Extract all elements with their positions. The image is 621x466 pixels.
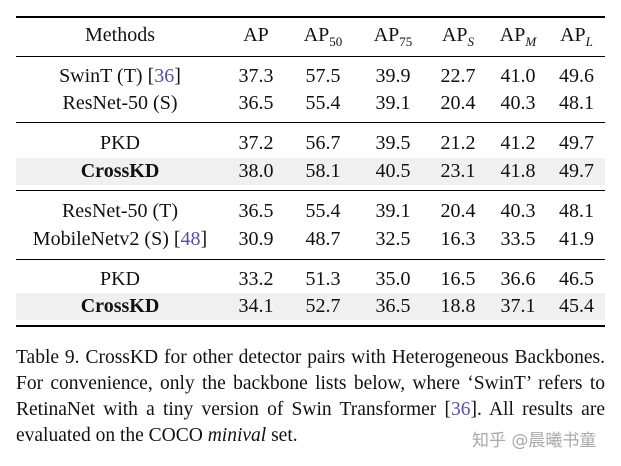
cell-ap50: 57.5 <box>305 65 341 87</box>
cell-ap75: 35.0 <box>375 268 411 290</box>
highlight-row-bg <box>16 293 605 320</box>
group-rule-3 <box>16 259 605 260</box>
cell-apm: 33.5 <box>500 228 536 250</box>
header-rule <box>16 56 605 57</box>
cell-ap50: 55.4 <box>305 92 341 114</box>
table-row: SwinT (T) [36] 37.3 57.5 39.9 22.7 41.0 … <box>16 63 605 90</box>
cell-ap75: 36.5 <box>375 295 411 317</box>
cell-ap75: 39.9 <box>375 65 411 87</box>
method-name: CrossKD <box>80 295 160 317</box>
table-row: PKD 37.2 56.7 39.5 21.2 41.2 49.7 <box>16 130 605 157</box>
table-row: ResNet-50 (S) 36.5 55.4 39.1 20.4 40.3 4… <box>16 90 605 117</box>
cell-ap: 34.1 <box>238 295 274 317</box>
header-aps: APS <box>441 24 475 49</box>
cell-aps: 21.2 <box>440 132 476 154</box>
method-name: ResNet-50 (T) <box>61 200 179 222</box>
cell-aps: 20.4 <box>440 200 476 222</box>
method-name: ResNet-50 (S) <box>62 92 178 114</box>
cell-apm: 40.3 <box>500 200 536 222</box>
header-ap: AP <box>243 24 269 46</box>
cell-apl: 48.1 <box>559 92 594 114</box>
cell-apm: 37.1 <box>500 295 536 317</box>
cell-ap50: 52.7 <box>305 295 341 317</box>
highlight-row-bg <box>16 158 605 185</box>
method-name: SwinT (T) [36] <box>59 65 181 87</box>
cell-apl: 48.1 <box>559 200 594 222</box>
cell-apl: 49.6 <box>559 65 594 87</box>
cell-apl: 49.7 <box>559 132 594 154</box>
cell-ap: 37.2 <box>238 132 274 154</box>
method-name: CrossKD <box>80 160 160 182</box>
top-rule <box>16 16 605 18</box>
cell-aps: 16.3 <box>440 228 476 250</box>
cell-ap50: 58.1 <box>305 160 341 182</box>
header-methods: Methods <box>85 24 155 46</box>
cell-apm: 41.8 <box>500 160 536 182</box>
cell-aps: 20.4 <box>440 92 476 114</box>
method-name: PKD <box>99 268 140 290</box>
group-rule-1 <box>16 122 605 123</box>
cell-apl: 45.4 <box>559 295 594 317</box>
cell-ap75: 32.5 <box>375 228 411 250</box>
header-apm: APM <box>499 24 537 49</box>
table-row: PKD 33.2 51.3 35.0 16.5 36.6 46.5 <box>16 266 605 293</box>
cell-apl: 41.9 <box>559 228 594 250</box>
table-row: MobileNetv2 (S) [48] 30.9 48.7 32.5 16.3… <box>16 226 605 253</box>
cell-ap: 36.5 <box>238 92 274 114</box>
cell-ap: 36.5 <box>238 200 274 222</box>
table-row: ResNet-50 (T) 36.5 55.4 39.1 20.4 40.3 4… <box>16 198 605 225</box>
cell-ap75: 39.1 <box>375 92 411 114</box>
cell-ap50: 48.7 <box>305 228 341 250</box>
cell-apm: 41.0 <box>500 65 536 87</box>
cell-apm: 40.3 <box>500 92 536 114</box>
watermark: 知乎 @晨曦书童 <box>472 431 597 451</box>
bottom-rule <box>16 325 605 327</box>
table-header: Methods AP AP50 AP75 APS APM APL <box>16 22 605 49</box>
cell-ap: 37.3 <box>238 65 274 87</box>
cell-aps: 16.5 <box>440 268 476 290</box>
header-apl: APL <box>560 24 593 49</box>
cell-ap50: 56.7 <box>305 132 341 154</box>
cell-ap75: 39.5 <box>375 132 411 154</box>
cell-ap75: 40.5 <box>375 160 411 182</box>
table-row-highlight: CrossKD 38.0 58.1 40.5 23.1 41.8 49.7 <box>16 158 605 185</box>
table-row-highlight: CrossKD 34.1 52.7 36.5 18.8 37.1 45.4 <box>16 293 605 320</box>
header-ap50: AP50 <box>303 24 343 49</box>
cell-ap: 33.2 <box>238 268 274 290</box>
cell-ap: 30.9 <box>238 228 274 250</box>
method-name: PKD <box>99 132 140 154</box>
cell-apl: 46.5 <box>559 268 594 290</box>
cell-ap: 38.0 <box>238 160 274 182</box>
table-caption: Table 9. CrossKD for other detector pair… <box>16 347 605 446</box>
cell-ap50: 55.4 <box>305 200 341 222</box>
cell-ap75: 39.1 <box>375 200 411 222</box>
header-ap75: AP75 <box>373 24 413 49</box>
cell-aps: 23.1 <box>440 160 476 182</box>
cell-apm: 36.6 <box>500 268 536 290</box>
cell-apl: 49.7 <box>559 160 594 182</box>
method-name: MobileNetv2 (S) [48] <box>32 228 208 250</box>
caption-citation[interactable]: 36 <box>450 399 471 420</box>
group-rule-2 <box>16 190 605 191</box>
cell-ap50: 51.3 <box>305 268 341 290</box>
cell-aps: 18.8 <box>440 295 476 317</box>
cell-aps: 22.7 <box>440 65 476 87</box>
cell-apm: 41.2 <box>500 132 536 154</box>
